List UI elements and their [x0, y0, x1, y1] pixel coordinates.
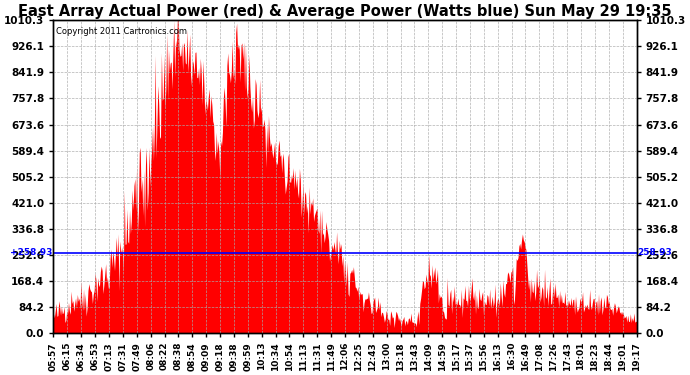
Text: +258.93: +258.93 [10, 248, 52, 257]
Title: East Array Actual Power (red) & Average Power (Watts blue) Sun May 29 19:35: East Array Actual Power (red) & Average … [18, 4, 672, 19]
Text: 258.93: 258.93 [638, 248, 673, 257]
Text: Copyright 2011 Cartronics.com: Copyright 2011 Cartronics.com [57, 27, 188, 36]
